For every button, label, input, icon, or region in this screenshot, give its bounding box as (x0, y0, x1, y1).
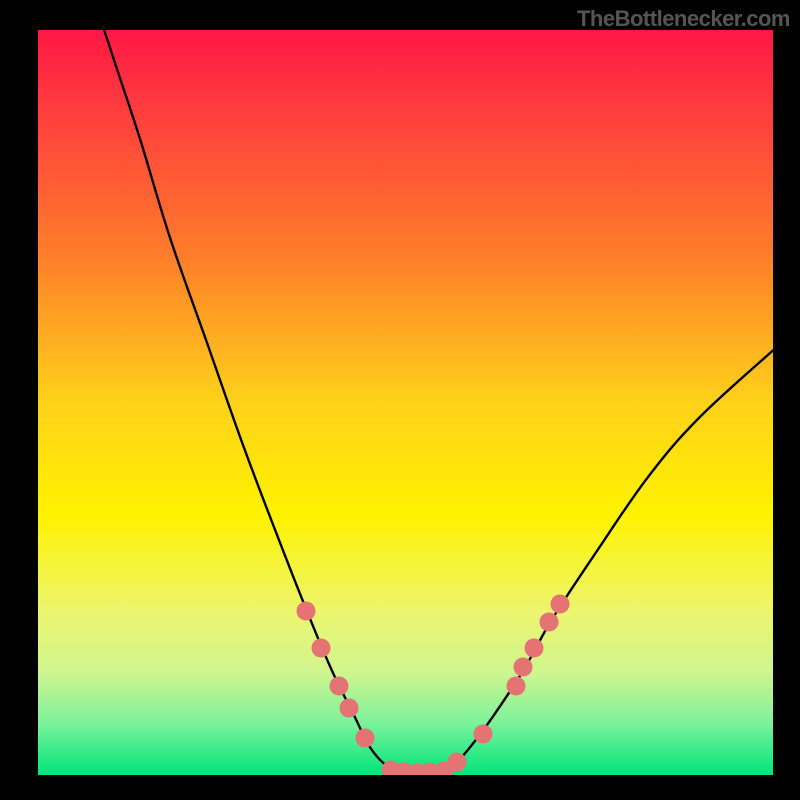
watermark-text: TheBottlenecker.com (577, 6, 790, 32)
sample-marker (330, 676, 349, 695)
sample-marker (550, 594, 569, 613)
sample-markers-layer (38, 30, 773, 775)
sample-marker (356, 728, 375, 747)
chart-canvas: TheBottlenecker.com (0, 0, 800, 800)
sample-marker (506, 676, 525, 695)
sample-marker (514, 657, 533, 676)
sample-marker (339, 698, 358, 717)
sample-marker (297, 602, 316, 621)
sample-marker (539, 613, 558, 632)
sample-marker (447, 752, 466, 771)
sample-marker (525, 639, 544, 658)
sample-marker (473, 725, 492, 744)
plot-area (38, 30, 773, 775)
sample-marker (311, 639, 330, 658)
